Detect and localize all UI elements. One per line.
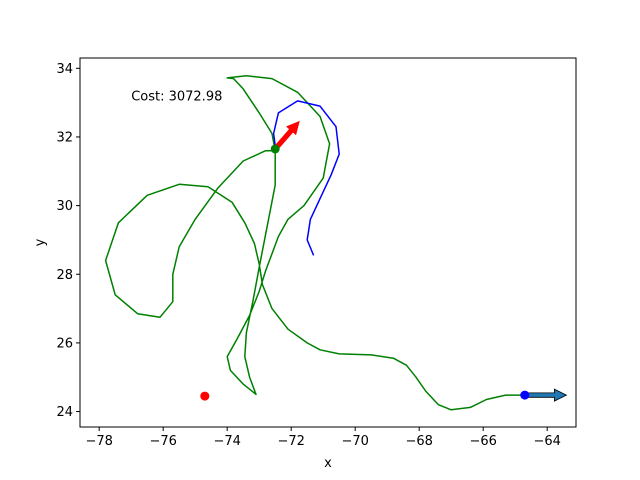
current-marker xyxy=(270,144,280,154)
x-tick-label: −66 xyxy=(469,434,496,449)
y-tick-label: 28 xyxy=(56,268,73,283)
x-tick-label: −78 xyxy=(85,434,112,449)
y-tick-label: 32 xyxy=(56,130,73,145)
x-tick-label: −64 xyxy=(533,434,560,449)
y-tick-label: 30 xyxy=(56,199,73,214)
x-axis-label: x xyxy=(324,456,332,471)
x-tick-label: −68 xyxy=(405,434,432,449)
x-axis-ticks: −78 −76 −74 −72 −70 −68 −66 −64 xyxy=(85,427,561,449)
plot-frame xyxy=(79,57,577,428)
y-axis-label: y xyxy=(33,238,48,246)
local-path-line xyxy=(272,100,340,256)
x-tick-label: −74 xyxy=(213,434,240,449)
y-axis-ticks: 24 26 28 30 32 34 xyxy=(56,62,80,420)
current-heading-arrow xyxy=(272,120,300,151)
x-tick-label: −76 xyxy=(149,434,176,449)
goal-marker xyxy=(200,391,210,401)
x-tick-label: −70 xyxy=(341,434,368,449)
start-heading-arrow xyxy=(524,388,568,402)
y-tick-label: 24 xyxy=(56,405,73,420)
y-tick-label: 26 xyxy=(56,336,73,351)
plot-background xyxy=(80,58,576,427)
start-marker xyxy=(520,390,530,400)
y-tick-label: 34 xyxy=(56,62,73,77)
x-tick-label: −72 xyxy=(277,434,304,449)
marker-layer xyxy=(200,120,568,402)
cost-annotation: Cost: 3072.98 xyxy=(131,89,222,104)
series-layer xyxy=(104,75,525,411)
planned-path-line xyxy=(104,75,525,411)
